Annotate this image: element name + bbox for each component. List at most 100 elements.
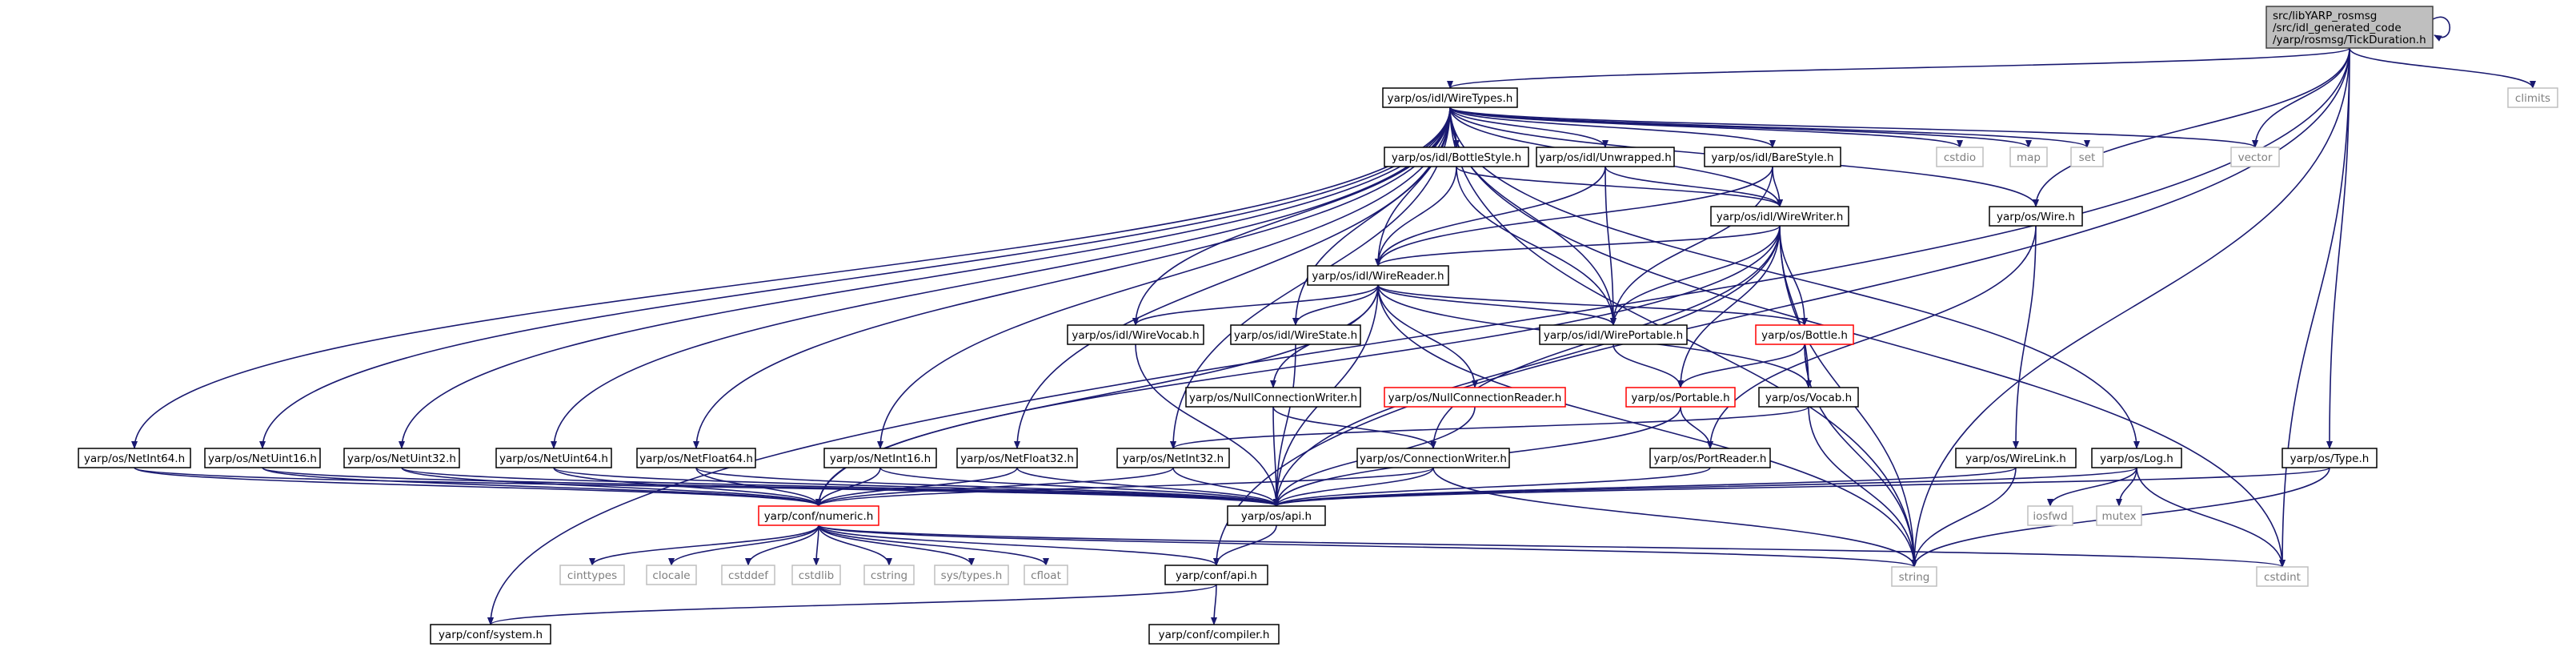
- node-confcompiler[interactable]: yarp/conf/compiler.h: [1148, 624, 1280, 645]
- node-cinttypes[interactable]: cinttypes: [559, 565, 625, 585]
- node-box-osapi[interactable]: [1227, 505, 1326, 526]
- node-box-string[interactable]: [1891, 566, 1937, 587]
- node-box-confsystem[interactable]: [430, 624, 551, 645]
- node-portable[interactable]: yarp/os/Portable.h: [1625, 387, 1736, 408]
- node-wirestate[interactable]: yarp/os/idl/WireState.h: [1230, 324, 1361, 345]
- node-box-wire[interactable]: [1989, 206, 2083, 227]
- node-box-wirevocab[interactable]: [1067, 324, 1204, 345]
- node-box-bottle[interactable]: [1755, 324, 1854, 345]
- node-cstdio[interactable]: cstdio: [1936, 147, 1984, 167]
- node-box-cinttypes[interactable]: [559, 565, 625, 585]
- node-nullconnreader[interactable]: yarp/os/NullConnectionReader.h: [1384, 387, 1566, 408]
- node-type[interactable]: yarp/os/Type.h: [2282, 448, 2378, 468]
- node-wirewriter[interactable]: yarp/os/idl/WireWriter.h: [1710, 206, 1849, 227]
- node-box-iosfwd[interactable]: [2027, 505, 2073, 526]
- node-box-map[interactable]: [2009, 147, 2048, 167]
- node-box-wireportable[interactable]: [1539, 324, 1688, 345]
- node-netuint16[interactable]: yarp/os/NetUint16.h: [204, 448, 321, 468]
- node-box-bottlestyle[interactable]: [1384, 147, 1529, 167]
- node-cstdlib[interactable]: cstdlib: [791, 565, 841, 585]
- node-box-portable[interactable]: [1625, 387, 1736, 408]
- node-box-cstddef[interactable]: [721, 565, 775, 585]
- node-box-numeric[interactable]: [758, 505, 879, 526]
- node-wirereader[interactable]: yarp/os/idl/WireReader.h: [1307, 265, 1449, 286]
- node-bottle[interactable]: yarp/os/Bottle.h: [1755, 324, 1854, 345]
- node-box-nullconnwriter[interactable]: [1185, 387, 1361, 408]
- node-box-vector[interactable]: [2230, 147, 2280, 167]
- node-iosfwd[interactable]: iosfwd: [2027, 505, 2073, 526]
- node-numeric[interactable]: yarp/conf/numeric.h: [758, 505, 879, 526]
- node-systypes[interactable]: sys/types.h: [934, 565, 1009, 585]
- node-netint32[interactable]: yarp/os/NetInt32.h: [1116, 448, 1230, 468]
- node-netint16[interactable]: yarp/os/NetInt16.h: [823, 448, 937, 468]
- node-box-cstdint[interactable]: [2256, 566, 2309, 587]
- node-box-wirelink[interactable]: [1955, 448, 2077, 468]
- node-confapi[interactable]: yarp/conf/api.h: [1164, 565, 1268, 585]
- node-set[interactable]: set: [2070, 147, 2104, 167]
- node-netfloat32[interactable]: yarp/os/NetFloat32.h: [956, 448, 1078, 468]
- node-box-barestyle[interactable]: [1704, 147, 1841, 167]
- node-vocab[interactable]: yarp/os/Vocab.h: [1758, 387, 1859, 408]
- node-box-systypes[interactable]: [934, 565, 1009, 585]
- node-box-mutex[interactable]: [2096, 505, 2142, 526]
- node-root[interactable]: src/libYARP_rosmsg/src/idl_generated_cod…: [2266, 6, 2434, 49]
- node-box-netfloat32[interactable]: [956, 448, 1078, 468]
- node-confsystem[interactable]: yarp/conf/system.h: [430, 624, 551, 645]
- node-cstring[interactable]: cstring: [863, 565, 915, 585]
- node-box-confcompiler[interactable]: [1148, 624, 1280, 645]
- node-wiretypes[interactable]: yarp/os/idl/WireTypes.h: [1382, 87, 1518, 108]
- node-box-netuint64[interactable]: [495, 448, 612, 468]
- node-box-log[interactable]: [2091, 448, 2182, 468]
- node-cstdint[interactable]: cstdint: [2256, 566, 2309, 587]
- node-box-wirestate[interactable]: [1230, 324, 1361, 345]
- node-wire[interactable]: yarp/os/Wire.h: [1989, 206, 2083, 227]
- node-box-confapi[interactable]: [1164, 565, 1268, 585]
- node-box-netfloat64[interactable]: [636, 448, 756, 468]
- node-box-type[interactable]: [2282, 448, 2378, 468]
- node-string[interactable]: string: [1891, 566, 1937, 587]
- node-clocale[interactable]: clocale: [646, 565, 697, 585]
- node-barestyle[interactable]: yarp/os/idl/BareStyle.h: [1704, 147, 1841, 167]
- node-wirelink[interactable]: yarp/os/WireLink.h: [1955, 448, 2077, 468]
- node-netuint64[interactable]: yarp/os/NetUint64.h: [495, 448, 612, 468]
- node-bottlestyle[interactable]: yarp/os/idl/BottleStyle.h: [1384, 147, 1529, 167]
- node-box-netuint32[interactable]: [343, 448, 460, 468]
- node-box-connwriter[interactable]: [1356, 448, 1510, 468]
- node-box-unwrapped[interactable]: [1536, 147, 1675, 167]
- node-box-cstdlib[interactable]: [791, 565, 841, 585]
- node-box-netint32[interactable]: [1116, 448, 1230, 468]
- node-box-wirereader[interactable]: [1307, 265, 1449, 286]
- node-map[interactable]: map: [2009, 147, 2048, 167]
- node-log[interactable]: yarp/os/Log.h: [2091, 448, 2182, 468]
- node-box-netint16[interactable]: [823, 448, 937, 468]
- node-box-portreader[interactable]: [1649, 448, 1771, 468]
- node-box-climits[interactable]: [2507, 87, 2558, 108]
- node-box-netint64[interactable]: [78, 448, 191, 468]
- node-wireportable[interactable]: yarp/os/idl/WirePortable.h: [1539, 324, 1688, 345]
- node-box-nullconnreader[interactable]: [1384, 387, 1566, 408]
- node-osapi[interactable]: yarp/os/api.h: [1227, 505, 1326, 526]
- node-vector[interactable]: vector: [2230, 147, 2280, 167]
- node-box-netuint16[interactable]: [204, 448, 321, 468]
- node-wirevocab[interactable]: yarp/os/idl/WireVocab.h: [1067, 324, 1204, 345]
- node-connwriter[interactable]: yarp/os/ConnectionWriter.h: [1356, 448, 1510, 468]
- node-box-clocale[interactable]: [646, 565, 697, 585]
- node-mutex[interactable]: mutex: [2096, 505, 2142, 526]
- node-box-root[interactable]: [2266, 6, 2434, 49]
- node-netint64[interactable]: yarp/os/NetInt64.h: [78, 448, 191, 468]
- node-climits[interactable]: climits: [2507, 87, 2558, 108]
- node-unwrapped[interactable]: yarp/os/idl/Unwrapped.h: [1536, 147, 1675, 167]
- node-portreader[interactable]: yarp/os/PortReader.h: [1649, 448, 1771, 468]
- node-box-vocab[interactable]: [1758, 387, 1859, 408]
- node-box-cstring[interactable]: [863, 565, 915, 585]
- node-box-cstdio[interactable]: [1936, 147, 1984, 167]
- node-nullconnwriter[interactable]: yarp/os/NullConnectionWriter.h: [1185, 387, 1361, 408]
- node-box-cfloat[interactable]: [1024, 565, 1068, 585]
- node-cstddef[interactable]: cstddef: [721, 565, 775, 585]
- node-box-wiretypes[interactable]: [1382, 87, 1518, 108]
- node-box-wirewriter[interactable]: [1710, 206, 1849, 227]
- node-cfloat[interactable]: cfloat: [1024, 565, 1068, 585]
- node-netfloat64[interactable]: yarp/os/NetFloat64.h: [636, 448, 756, 468]
- node-box-set[interactable]: [2070, 147, 2104, 167]
- node-netuint32[interactable]: yarp/os/NetUint32.h: [343, 448, 460, 468]
